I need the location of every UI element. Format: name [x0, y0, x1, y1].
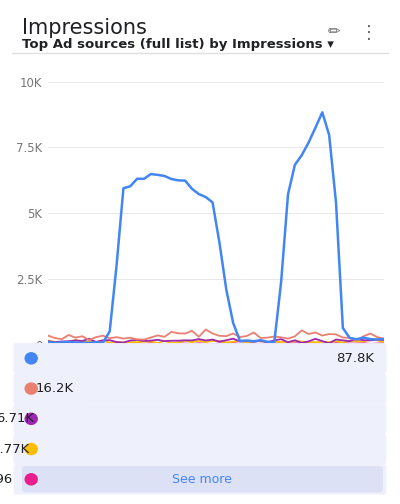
Text: Impressions: Impressions — [22, 18, 147, 38]
Text: ✏: ✏ — [328, 24, 341, 39]
Text: See more: See more — [172, 473, 232, 486]
Text: 87.8K: 87.8K — [336, 352, 374, 365]
Text: Top Ad sources (full list) by Impressions ▾: Top Ad sources (full list) by Impression… — [22, 38, 334, 51]
Text: 6.71K: 6.71K — [0, 412, 34, 425]
Text: 196: 196 — [0, 473, 13, 486]
Text: 5.77K: 5.77K — [0, 443, 30, 456]
Text: ⋮: ⋮ — [360, 24, 378, 42]
Text: 16.2K: 16.2K — [36, 382, 74, 395]
